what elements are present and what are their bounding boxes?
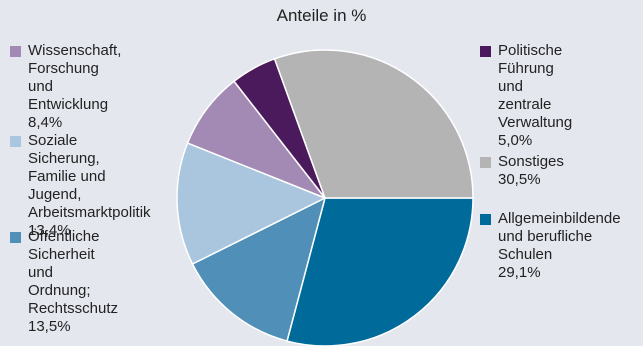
pie-slice-5 bbox=[273, 49, 474, 199]
legend-swatch-politische-fuehrung bbox=[480, 46, 491, 57]
legend-swatch-sonstiges bbox=[480, 157, 491, 168]
legend-label-allgemeinbildende-schulen: Allgemeinbildende und berufliche Schulen… bbox=[498, 210, 621, 281]
legend-swatch-wissenschaft bbox=[10, 46, 21, 57]
pie-slice-1 bbox=[191, 197, 326, 342]
legend-swatch-soziale-sicherung bbox=[10, 136, 21, 147]
legend-label-politische-fuehrung: Politische Führung und zentrale Verwaltu… bbox=[498, 42, 573, 149]
legend-swatch-oeffentliche-sicherheit bbox=[10, 232, 21, 243]
legend-label-soziale-sicherung: Soziale Sicherung, Familie und Jugend, A… bbox=[28, 132, 151, 239]
pie-slice-2 bbox=[176, 142, 326, 265]
legend-label-sonstiges: Sonstiges 30,5% bbox=[498, 153, 564, 188]
legend-label-wissenschaft: Wissenschaft, Forschung und Entwicklung … bbox=[28, 42, 122, 131]
chart-title: Anteile in % bbox=[276, 6, 367, 25]
legend-label-oeffentliche-sicherheit: Öffentliche Sicherheit und Ordnung; Rech… bbox=[28, 228, 119, 335]
legend-swatch-allgemeinbildende-schulen bbox=[480, 214, 491, 225]
